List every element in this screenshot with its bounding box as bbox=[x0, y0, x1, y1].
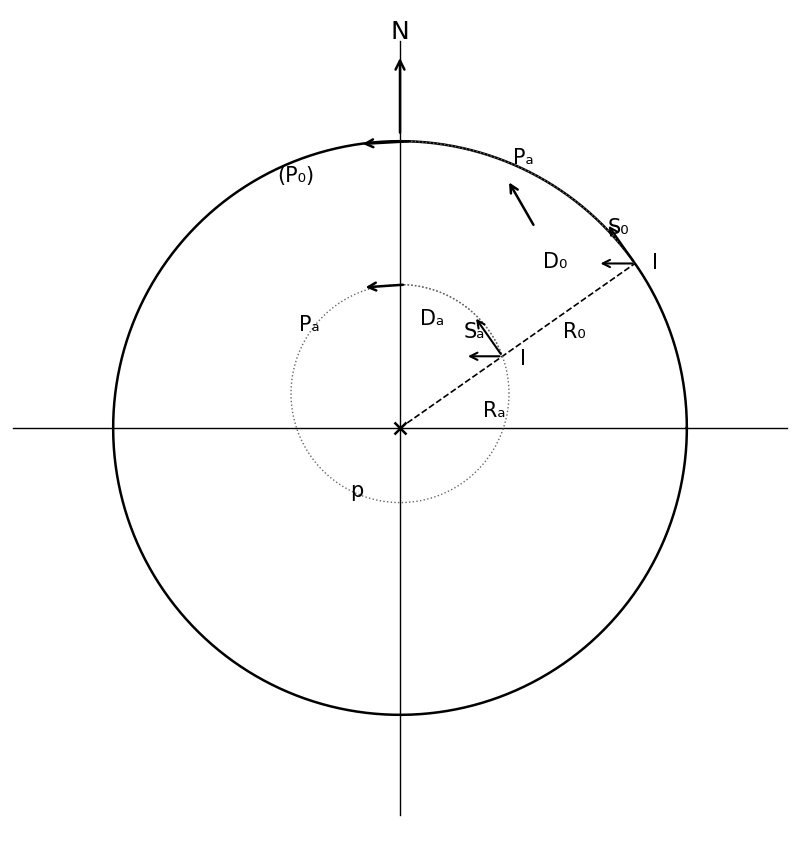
Text: D₀: D₀ bbox=[543, 252, 568, 271]
Text: I: I bbox=[652, 253, 658, 273]
Text: Dₐ: Dₐ bbox=[420, 309, 444, 329]
Text: p: p bbox=[350, 481, 363, 501]
Text: I: I bbox=[520, 349, 526, 369]
Text: Pₐ: Pₐ bbox=[299, 315, 320, 335]
Text: Pₐ: Pₐ bbox=[514, 148, 534, 169]
Text: S₀: S₀ bbox=[608, 217, 630, 238]
Text: Rₐ: Rₐ bbox=[483, 401, 506, 420]
Text: N: N bbox=[390, 20, 410, 44]
Text: (P₀): (P₀) bbox=[277, 165, 314, 186]
Text: Sₐ: Sₐ bbox=[464, 322, 486, 342]
Text: R₀: R₀ bbox=[563, 322, 586, 342]
